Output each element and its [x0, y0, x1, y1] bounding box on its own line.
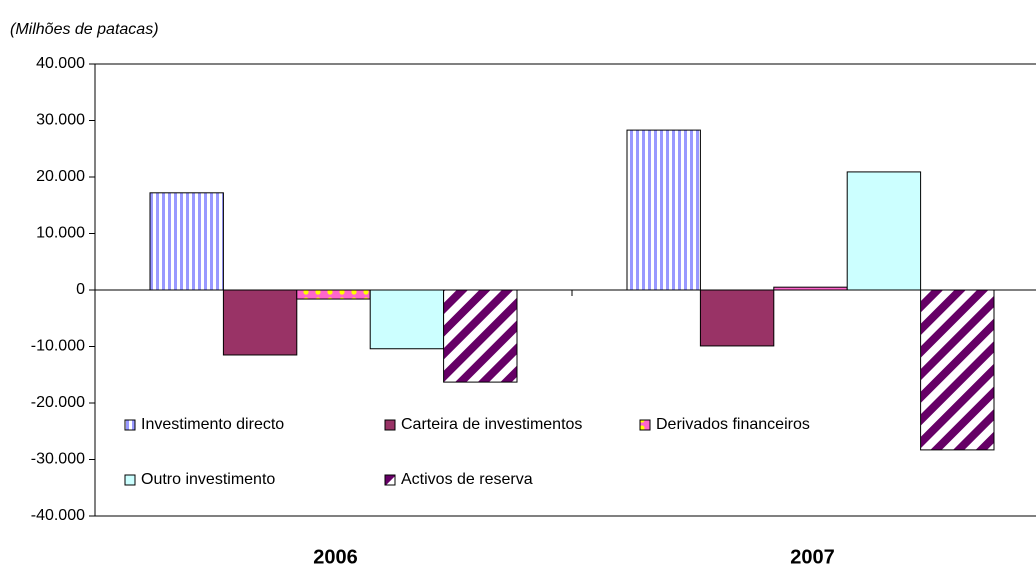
legend-swatch [384, 474, 396, 486]
y-tick-label: -10.000 [31, 338, 85, 355]
legend-label: Outro investimento [141, 471, 275, 488]
bar [699, 289, 775, 347]
bar [443, 289, 518, 383]
y-tick-label: 20.000 [36, 168, 85, 185]
legend-swatch [384, 419, 396, 431]
legend-swatch [124, 419, 136, 431]
y-tick-label: -30.000 [31, 451, 85, 468]
x-tick-label: 2007 [790, 546, 835, 568]
legend-swatch [124, 474, 136, 486]
bar [149, 192, 224, 291]
y-tick-label: 10.000 [36, 225, 85, 242]
y-tick-label: 0 [76, 281, 85, 298]
bar [222, 289, 298, 356]
bar [296, 289, 371, 300]
legend-label: Activos de reserva [401, 471, 533, 488]
bar [846, 171, 922, 291]
bar [626, 129, 701, 291]
legend-label: Derivados financeiros [656, 416, 810, 433]
y-tick-label: 30.000 [36, 112, 85, 129]
bar [369, 289, 445, 350]
bar [920, 289, 995, 451]
y-tick-label: 40.000 [36, 55, 85, 72]
legend-label: Investimento directo [141, 416, 284, 433]
chart-subtitle: (Milhões de patacas) [10, 21, 159, 38]
y-tick-label: -20.000 [31, 394, 85, 411]
legend-swatch [639, 419, 651, 431]
x-tick-label: 2006 [313, 546, 358, 568]
legend-label: Carteira de investimentos [401, 416, 582, 433]
y-tick-label: -40.000 [31, 507, 85, 524]
